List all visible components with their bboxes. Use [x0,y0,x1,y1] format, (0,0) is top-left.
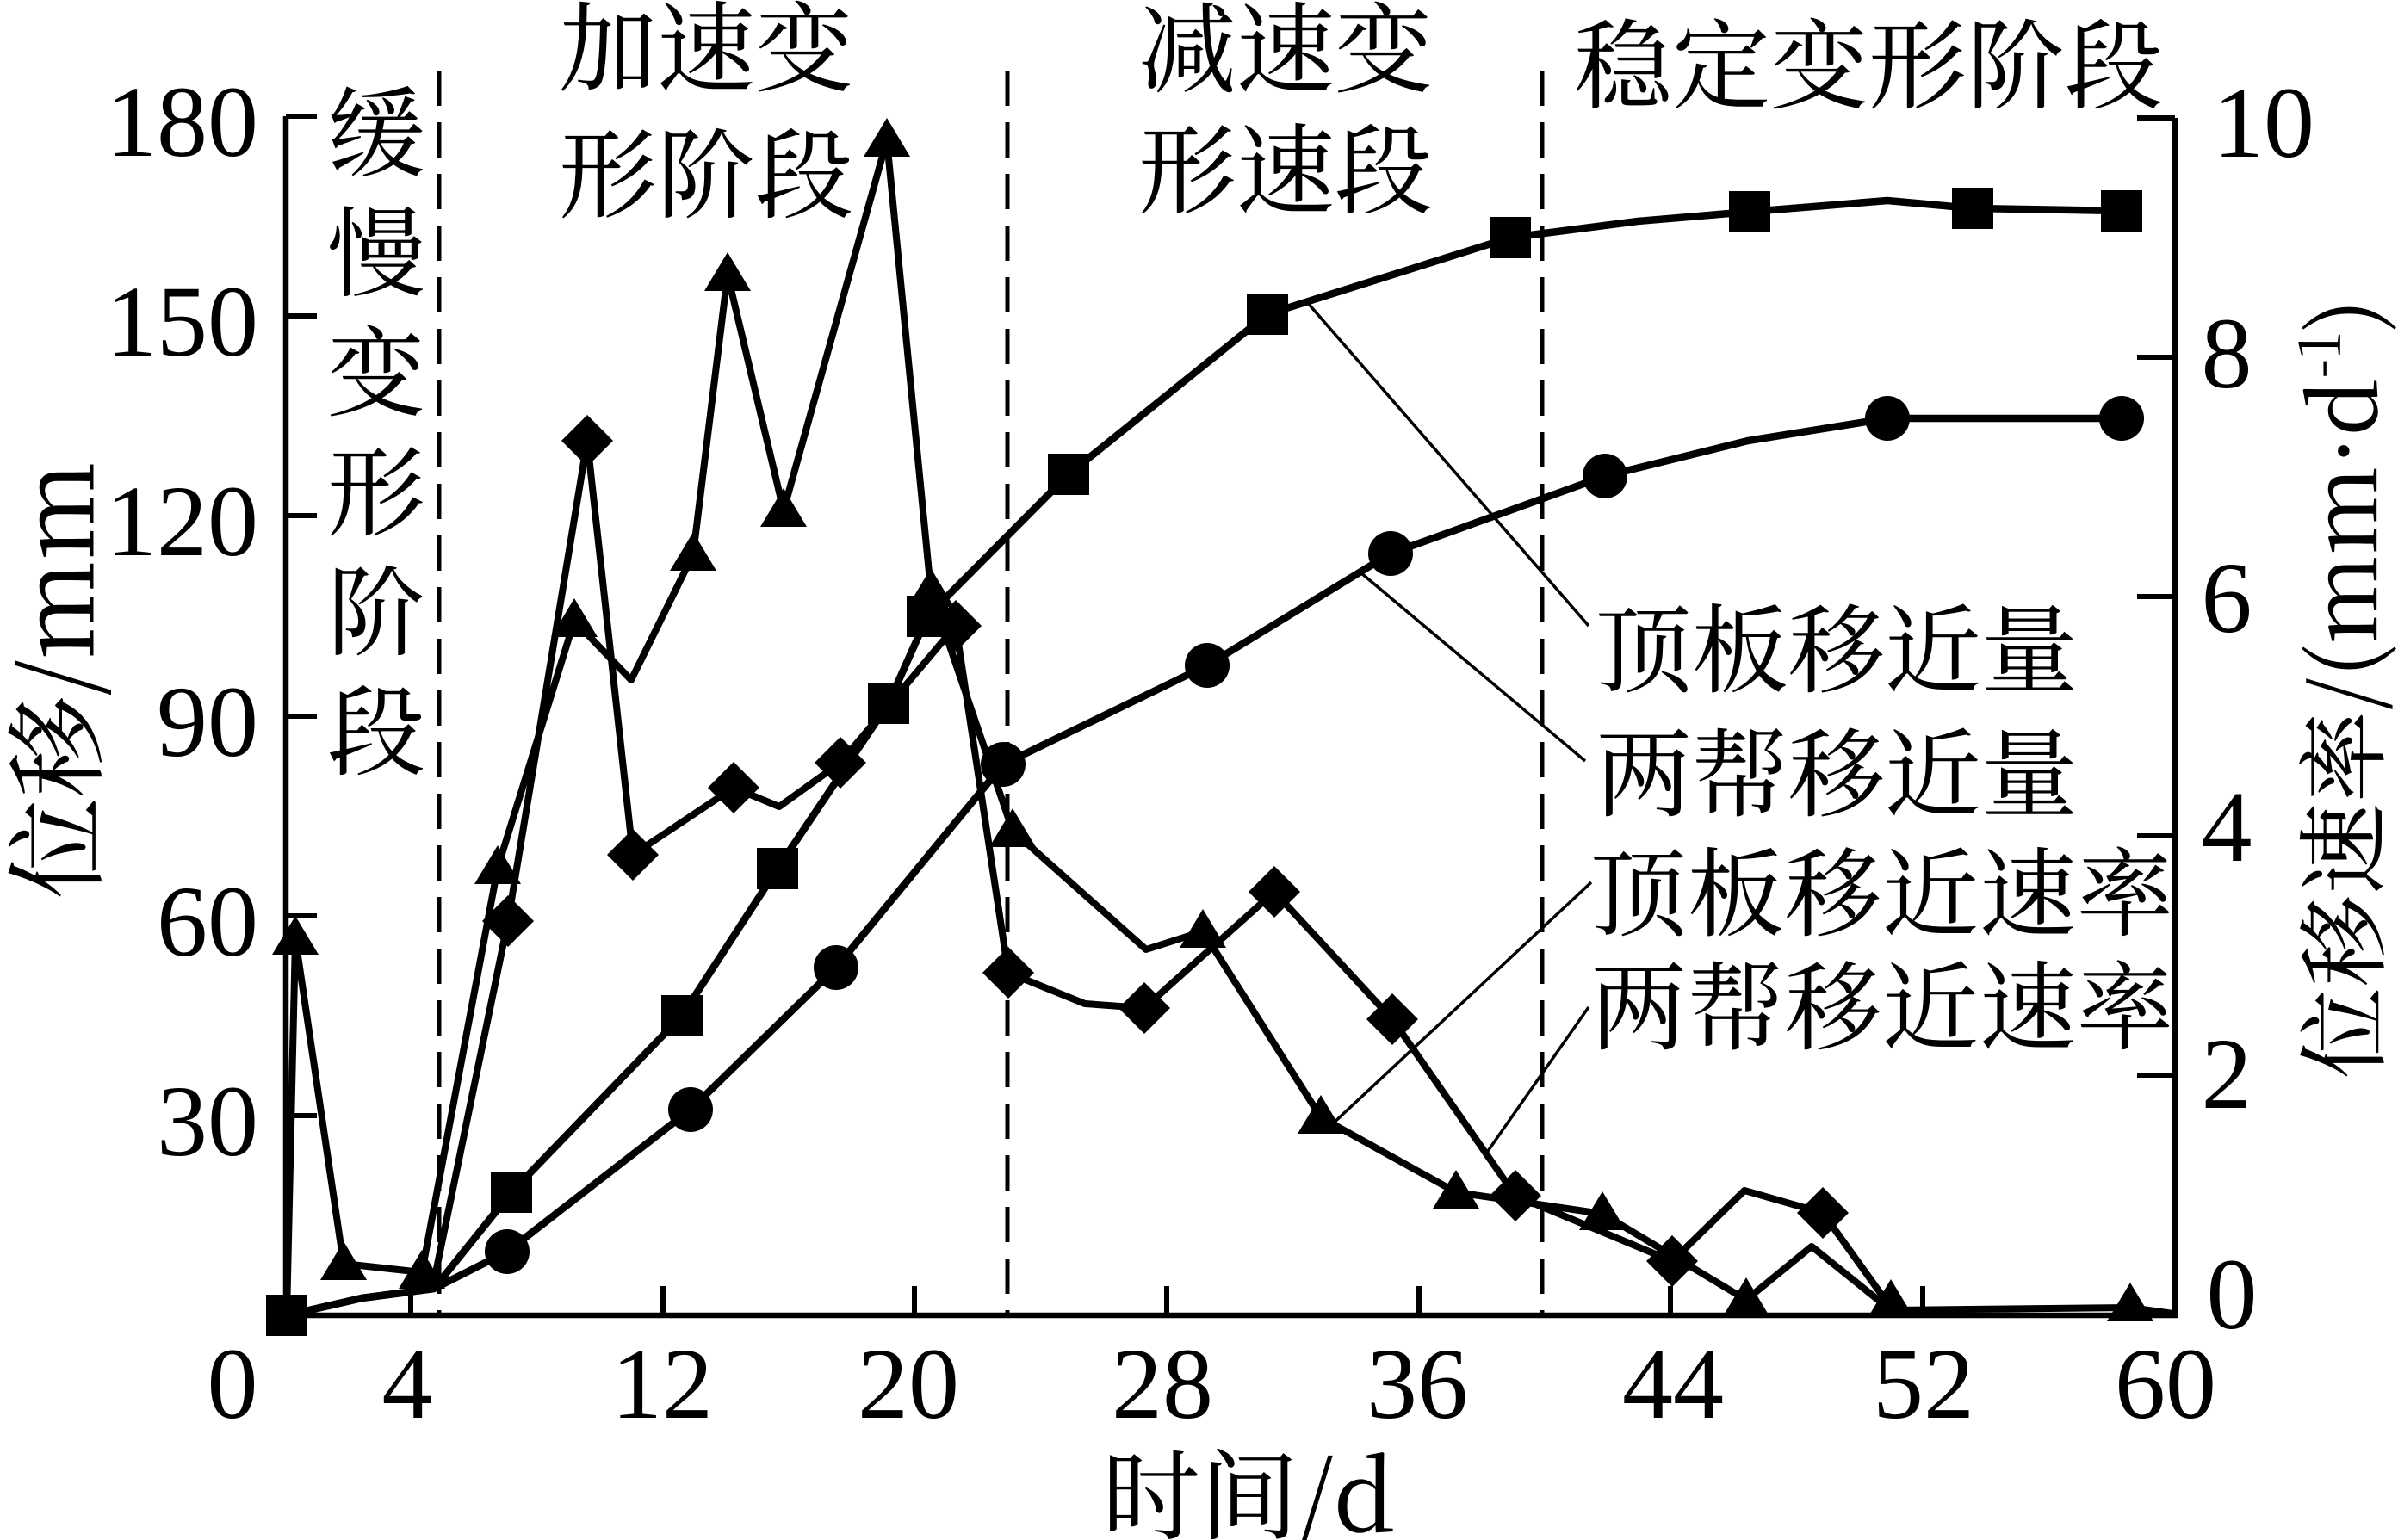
svg-text:180: 180 [106,65,258,178]
svg-text:150: 150 [106,265,258,378]
svg-text:20: 20 [858,1327,959,1440]
svg-text:52: 52 [1873,1327,1974,1440]
svg-text:120: 120 [106,465,258,578]
svg-text:10: 10 [2213,66,2314,179]
svg-text:36: 36 [1366,1327,1468,1440]
svg-text:60: 60 [2115,1327,2216,1440]
svg-text:44: 44 [1622,1327,1724,1440]
svg-text:4: 4 [382,1327,433,1440]
svg-text:12: 12 [611,1327,713,1440]
svg-text:6: 6 [2202,541,2252,654]
svg-text:8: 8 [2202,297,2252,410]
svg-text:30: 30 [157,1065,258,1178]
svg-text:4: 4 [2202,770,2252,883]
svg-text:2: 2 [2202,1017,2252,1130]
svg-text:0: 0 [208,1327,258,1440]
svg-text:60: 60 [157,865,258,978]
svg-text:0: 0 [2207,1238,2258,1351]
svg-text:28: 28 [1112,1327,1213,1440]
svg-text:90: 90 [157,665,258,778]
